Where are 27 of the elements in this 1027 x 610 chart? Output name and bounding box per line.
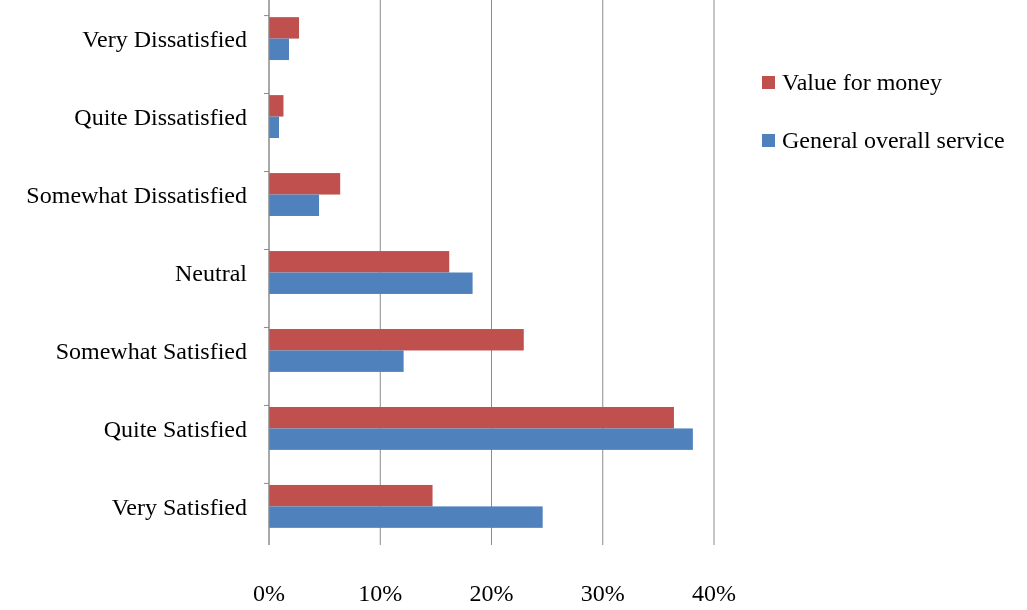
legend-label: General overall service (782, 127, 1005, 154)
bar (269, 272, 473, 294)
y-tick-label: Quite Dissatisfied (74, 103, 247, 130)
bar (269, 329, 524, 351)
bar (269, 194, 320, 216)
bar (269, 506, 543, 528)
y-tick-label: Very Satisfied (111, 493, 247, 520)
bar (269, 38, 290, 61)
x-tick-label: 20% (469, 580, 514, 606)
x-tick-label: 10% (358, 580, 403, 606)
legend-label: Value for money (782, 69, 942, 96)
x-tick-label: 0% (253, 580, 285, 606)
bar (269, 484, 433, 507)
y-tick-label: Somewhat Dissatisfied (26, 181, 247, 208)
x-tick-label: 30% (580, 580, 625, 606)
x-tick-label: 40% (692, 580, 736, 606)
bar (269, 251, 450, 273)
bar (269, 17, 300, 39)
y-tick-label: Neutral (175, 259, 248, 286)
bar (269, 407, 674, 429)
y-tick-label: Quite Satisfied (103, 415, 247, 442)
y-tick-label: Somewhat Satisfied (55, 337, 247, 364)
bar (269, 428, 693, 450)
y-tick-label: Very Dissatisfied (82, 25, 247, 52)
bar (269, 95, 284, 117)
bar (269, 350, 404, 372)
bar (269, 173, 341, 195)
